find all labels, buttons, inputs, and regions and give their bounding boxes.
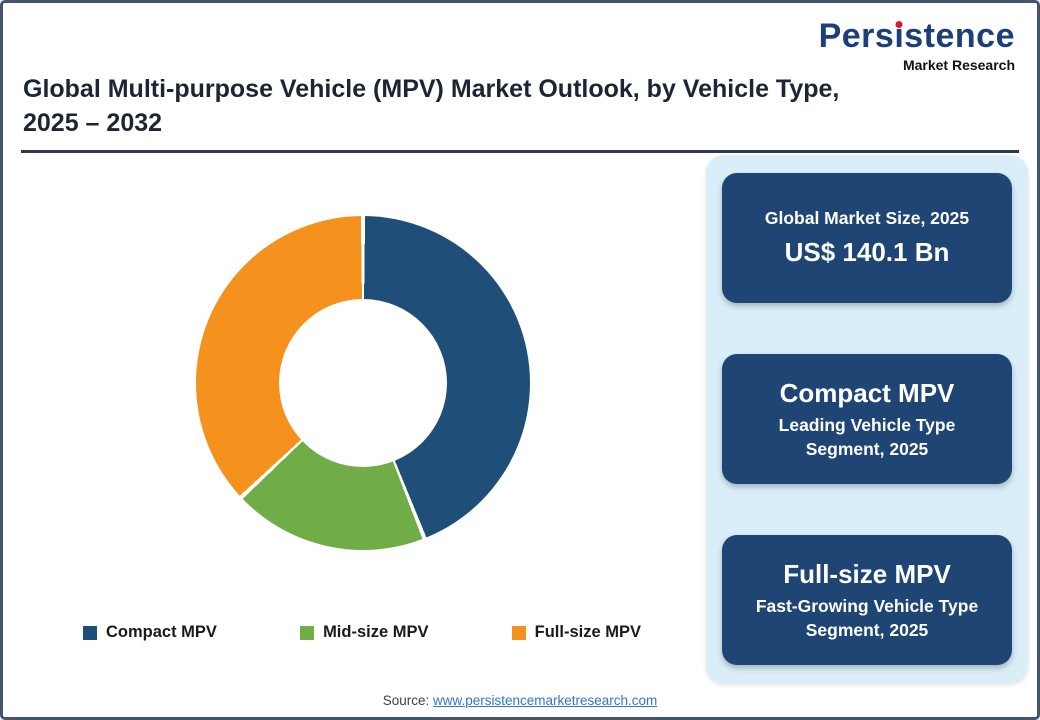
legend-swatch-compact-mpv [83, 625, 97, 640]
donut-hole [279, 299, 447, 467]
chart-legend: Compact MPV Mid-size MPV Full-size MPV [83, 623, 641, 642]
legend-item-full-size-mpv: Full-size MPV [511, 623, 641, 642]
stat-card-title: Full-size MPV [783, 558, 951, 589]
stat-card-value: US$ 140.1 Bn [784, 237, 950, 268]
stat-card-title: Compact MPV [779, 377, 955, 408]
stat-card-leading-segment: Compact MPV Leading Vehicle Type Segment… [722, 354, 1012, 484]
source-label: Source: [382, 693, 433, 708]
legend-swatch-full-size-mpv [511, 625, 526, 640]
source-link[interactable]: www.persistencemarketresearch.com [432, 693, 658, 708]
stat-card-fast-growing-segment: Full-size MPV Fast-Growing Vehicle Type … [722, 535, 1012, 665]
legend-item-mid-size-mpv: Mid-size MPV [300, 623, 429, 642]
legend-label: Full-size MPV [534, 623, 641, 641]
page-title: Global Multi-purpose Vehicle (MPV) Marke… [23, 75, 840, 137]
source-line: Source: www.persistencemarketresearch.co… [3, 693, 1037, 708]
stat-card-subtitle: Leading Vehicle Type Segment, 2025 [778, 415, 956, 459]
legend-label: Compact MPV [106, 623, 217, 641]
title-block: Global Multi-purpose Vehicle (MPV) Marke… [21, 73, 1019, 153]
logo-wordmark: Persıstence [818, 17, 1015, 55]
logo-tagline: Market Research [902, 56, 1015, 73]
legend-label: Mid-size MPV [323, 623, 429, 641]
legend-item-compact-mpv: Compact MPV [83, 623, 217, 642]
legend-swatch-mid-size-mpv [300, 625, 315, 640]
logo: Persıstence Market Research [818, 17, 1015, 73]
stat-card-title: Global Market Size, 2025 [764, 208, 970, 229]
donut-chart [196, 216, 530, 550]
sidebar-panel: Global Market Size, 2025 US$ 140.1 Bn Co… [706, 155, 1028, 683]
stat-card-subtitle: Fast-Growing Vehicle Type Segment, 2025 [755, 596, 979, 640]
stat-card-market-size: Global Market Size, 2025 US$ 140.1 Bn [722, 173, 1012, 303]
